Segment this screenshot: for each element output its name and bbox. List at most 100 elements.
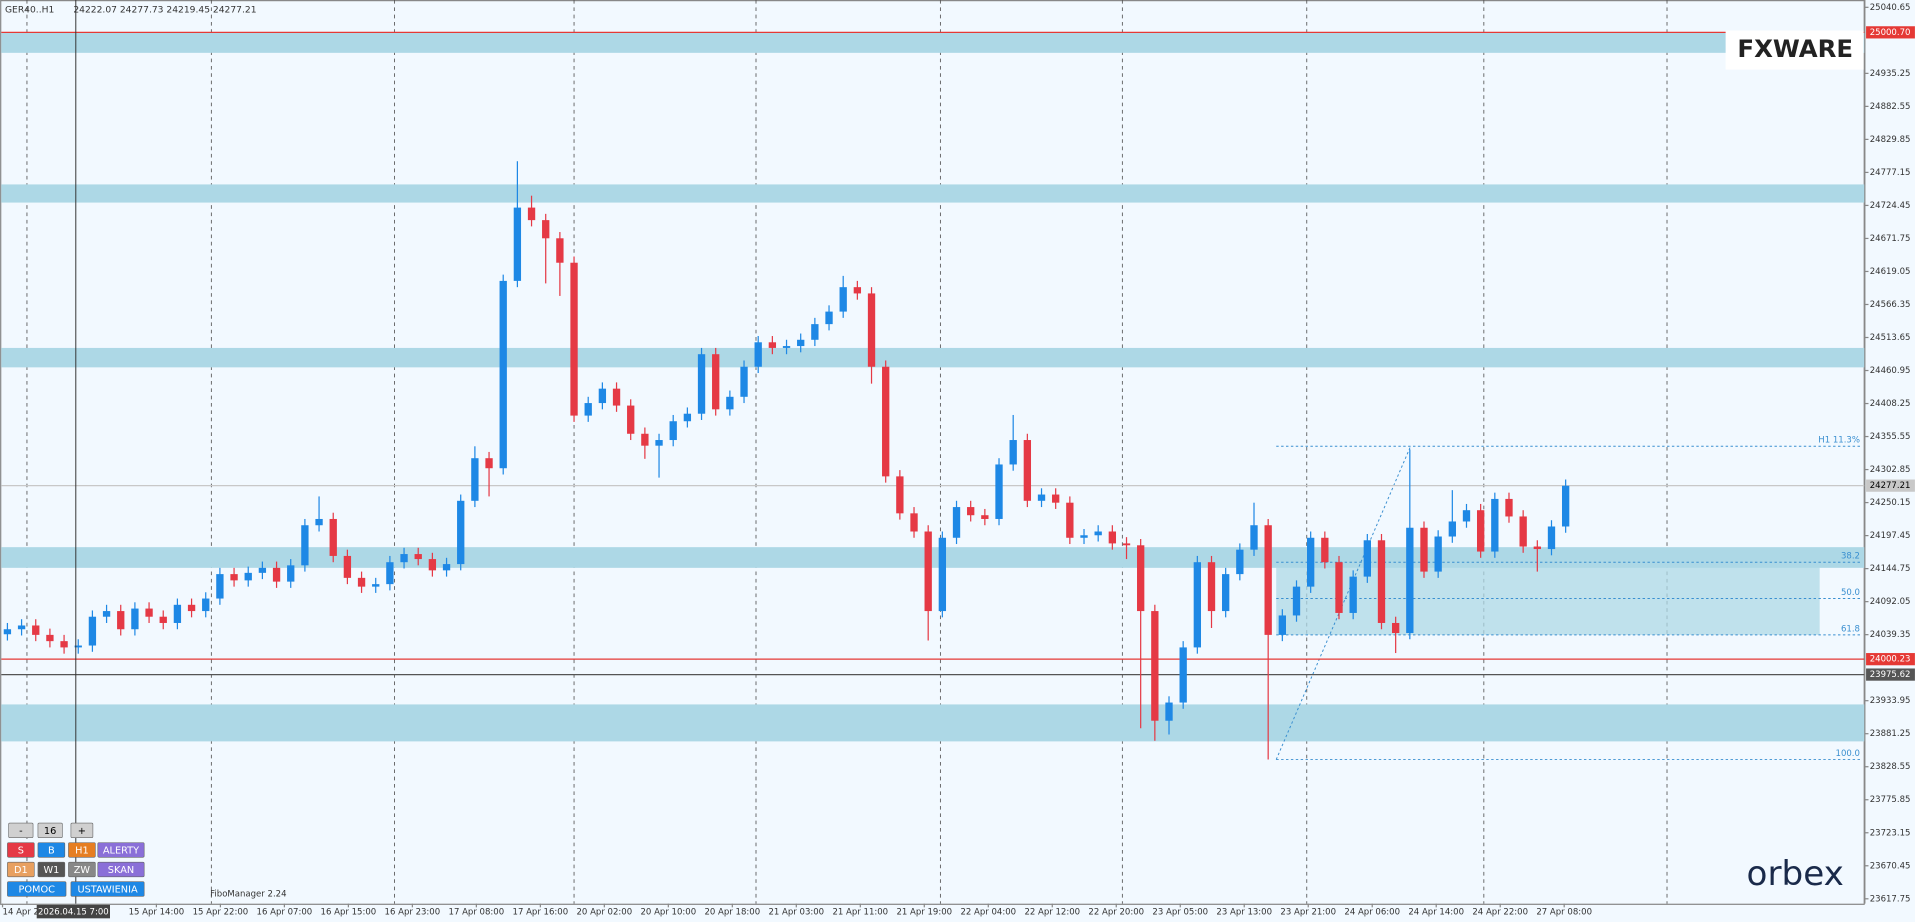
candle-body xyxy=(1108,531,1117,544)
candle-body xyxy=(712,354,720,410)
candle-body xyxy=(853,287,862,294)
toolbar-button-label[interactable]: - xyxy=(19,826,23,837)
candle-body xyxy=(372,584,380,587)
x-tick-label: 24 Apr 22:00 xyxy=(1472,908,1528,918)
toolbar-button-label[interactable]: S xyxy=(18,846,24,857)
candle-body xyxy=(117,611,125,630)
price-axis xyxy=(1864,0,1915,922)
toolbar-button-label[interactable]: USTAWIENIA xyxy=(77,885,138,896)
candle-body xyxy=(882,366,890,477)
candle-body xyxy=(1264,525,1272,635)
candle-body xyxy=(173,604,182,623)
y-tick-label: 23828.55 xyxy=(1870,762,1911,772)
candle-body xyxy=(216,574,224,599)
y-tick-label: 24197.45 xyxy=(1870,531,1911,541)
toolbar-button-label[interactable]: POMOC xyxy=(18,885,55,896)
candle-body xyxy=(1406,527,1414,633)
price-label: 25000.70 xyxy=(1870,28,1911,38)
y-tick-label: 24619.05 xyxy=(1870,267,1911,277)
toolbar-button-label[interactable]: SKAN xyxy=(108,865,134,876)
candle-body xyxy=(726,396,734,410)
candle-body xyxy=(17,625,26,630)
x-tick-label: 22 Apr 12:00 xyxy=(1024,908,1080,918)
x-tick-label: 16 Apr 23:00 xyxy=(385,908,441,918)
toolbar-button[interactable] xyxy=(37,842,66,858)
y-tick-label: 24250.15 xyxy=(1870,498,1911,508)
candle-body xyxy=(981,515,989,519)
candle-body xyxy=(499,280,507,469)
candle-body xyxy=(1236,549,1244,575)
toolbar-button-label[interactable]: ZW xyxy=(74,865,91,876)
candle-body xyxy=(1165,702,1173,721)
x-tick-label: 21 Apr 19:00 xyxy=(896,908,952,918)
toolbar-button[interactable] xyxy=(70,822,94,839)
candle-body xyxy=(145,608,153,617)
y-tick-label: 24355.55 xyxy=(1870,432,1911,442)
candle-body xyxy=(598,388,607,404)
y-tick-label: 24829.85 xyxy=(1870,135,1911,145)
candle-body xyxy=(1193,562,1202,648)
candle-body xyxy=(414,554,422,560)
candle-body xyxy=(1009,440,1017,465)
candle-body xyxy=(1080,535,1088,538)
candle-body xyxy=(1278,615,1287,635)
toolbar-button-label[interactable]: B xyxy=(48,846,55,857)
toolbar-button-label[interactable]: D1 xyxy=(14,865,28,876)
toolbar-button[interactable] xyxy=(68,842,96,858)
candle-body xyxy=(3,629,12,635)
candle-body xyxy=(1037,494,1046,501)
toolbar-button-label[interactable]: H1 xyxy=(75,846,89,857)
crosshair-label-bg xyxy=(36,904,110,919)
toolbar-button-label[interactable]: 16 xyxy=(44,826,56,837)
candle-body xyxy=(1292,586,1301,616)
candle-body xyxy=(1094,531,1102,536)
toolbar-button[interactable] xyxy=(7,881,67,897)
y-tick-label: 24460.95 xyxy=(1870,366,1911,376)
x-tick-label: 15 Apr 22:00 xyxy=(193,908,249,918)
candle-body xyxy=(1179,647,1187,703)
toolbar-button[interactable] xyxy=(97,861,145,878)
candle-body xyxy=(527,207,536,221)
y-tick-label: 24777.15 xyxy=(1870,168,1911,178)
y-tick-label: 24092.05 xyxy=(1870,597,1911,607)
x-tick-label: 20 Apr 10:00 xyxy=(641,908,697,918)
candle-body xyxy=(513,207,522,281)
x-tick-label: 27 Apr 08:00 xyxy=(1536,908,1592,918)
toolbar-button-label[interactable]: ALERTY xyxy=(103,846,139,857)
y-tick-label: 24671.75 xyxy=(1870,234,1911,244)
candle-body xyxy=(244,572,252,581)
x-tick-label: 21 Apr 03:00 xyxy=(768,908,824,918)
y-tick-label: 24144.75 xyxy=(1870,564,1911,574)
toolbar-button[interactable] xyxy=(97,842,145,858)
price-label: 23975.62 xyxy=(1870,670,1911,680)
candle-body xyxy=(1052,494,1060,503)
toolbar-button[interactable] xyxy=(8,822,34,839)
y-tick-label: 24935.25 xyxy=(1870,69,1911,79)
toolbar-button[interactable] xyxy=(68,861,96,878)
toolbar-button[interactable] xyxy=(70,881,145,897)
y-tick-label: 24302.85 xyxy=(1870,465,1911,475)
price-label-bg xyxy=(1866,479,1915,492)
fibo-trend xyxy=(1275,446,1412,760)
toolbar-button-label[interactable]: W1 xyxy=(43,865,59,876)
candle-body xyxy=(1066,502,1074,538)
toolbar-button[interactable] xyxy=(37,822,63,839)
candle-body xyxy=(428,559,437,571)
toolbar-button[interactable] xyxy=(7,842,35,858)
candle-body xyxy=(1462,510,1471,522)
toolbar-button[interactable] xyxy=(37,861,66,878)
candle-body xyxy=(202,598,210,612)
x-tick-label: 15 Apr 14:00 xyxy=(129,908,185,918)
y-tick-label: 24513.65 xyxy=(1870,333,1911,343)
candle-body xyxy=(457,500,465,565)
candle-body xyxy=(570,262,578,416)
toolbar-button[interactable] xyxy=(7,861,35,878)
toolbar-button-label[interactable]: + xyxy=(78,826,86,837)
candle-body xyxy=(1392,622,1400,633)
y-tick-label: 23775.85 xyxy=(1870,795,1911,805)
candle-body xyxy=(556,238,564,263)
price-label: 24000.23 xyxy=(1870,655,1911,665)
candle-body xyxy=(1151,611,1159,721)
sr-zone xyxy=(1,704,1865,742)
